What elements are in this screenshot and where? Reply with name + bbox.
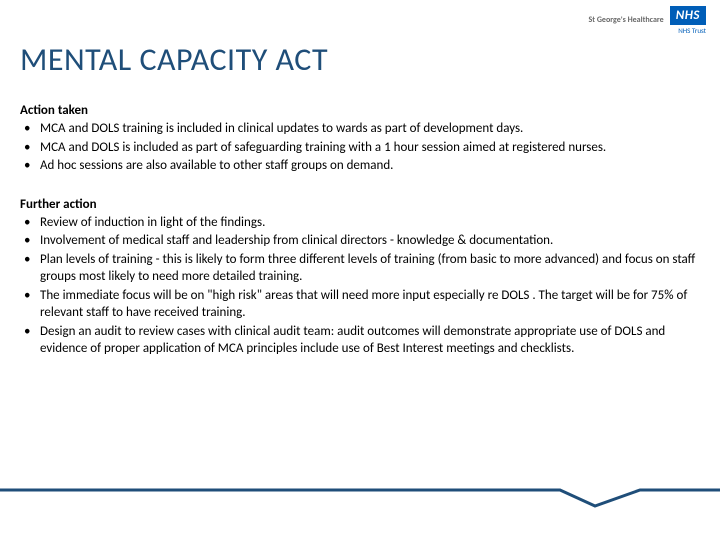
section-heading: Further action (20, 197, 700, 212)
slide-container: St George's Healthcare NHS NHS Trust MEN… (0, 0, 720, 540)
list-item: Plan levels of training - this is likely… (20, 251, 700, 286)
org-name: St George's Healthcare (588, 16, 663, 25)
page-title: MENTAL CAPACITY ACT (20, 40, 700, 79)
list-item: Involvement of medical staff and leaders… (20, 232, 700, 250)
header-logo-block: St George's Healthcare NHS NHS Trust (588, 6, 706, 35)
section-further-action: Further action Review of induction in li… (20, 197, 700, 358)
footer-divider (0, 486, 720, 510)
footer-divider-path (0, 490, 720, 506)
nhs-logo: NHS (670, 6, 706, 25)
footer-divider-svg (0, 486, 720, 510)
list-item: MCA and DOLS training is included in cli… (20, 120, 700, 138)
list-item: Review of induction in light of the find… (20, 214, 700, 232)
org-logo-text: St George's Healthcare (588, 16, 663, 25)
list-item: MCA and DOLS is included as part of safe… (20, 139, 700, 157)
section-action-taken: Action taken MCA and DOLS training is in… (20, 103, 700, 175)
list-item: The immediate focus will be on "high ris… (20, 287, 700, 322)
list-item: Design an audit to review cases with cli… (20, 323, 700, 358)
bullet-list-action-taken: MCA and DOLS training is included in cli… (20, 120, 700, 175)
bullet-list-further-action: Review of induction in light of the find… (20, 214, 700, 358)
list-item: Ad hoc sessions are also available to ot… (20, 157, 700, 175)
nhs-logo-block: NHS NHS Trust (670, 6, 706, 35)
section-heading: Action taken (20, 103, 700, 118)
nhs-trust-text: NHS Trust (670, 26, 706, 35)
